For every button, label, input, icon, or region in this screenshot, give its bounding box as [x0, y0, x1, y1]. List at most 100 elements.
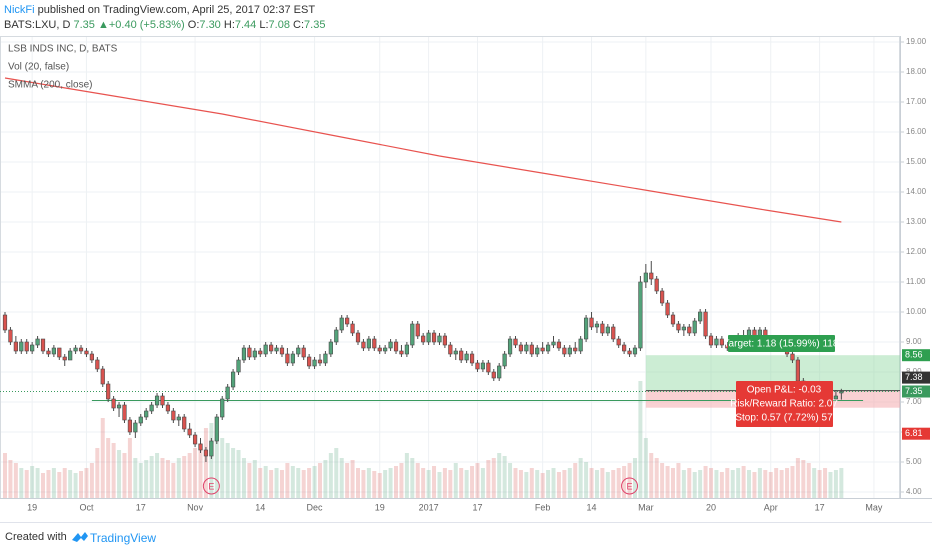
volume-bar [328, 453, 333, 498]
volume-bar [404, 453, 409, 498]
legend-entry: SMMA (200, close) [8, 80, 92, 91]
y-tick-label: 10.00 [906, 307, 927, 316]
volume-bar [475, 463, 480, 498]
volume-bar [258, 468, 263, 498]
volume-bar [681, 470, 686, 498]
volume-bar [589, 468, 594, 498]
candle-body [714, 338, 719, 346]
author[interactable]: NickFi [4, 4, 35, 16]
candle-body [643, 272, 648, 283]
volume-bar [453, 463, 458, 498]
candle-body [573, 347, 578, 352]
ohlc-key: O: [187, 19, 200, 31]
candle-body [475, 362, 480, 370]
candle-body [339, 317, 344, 331]
candle-body [171, 410, 176, 421]
candle-body [62, 356, 67, 361]
volume-bar [660, 463, 665, 498]
quote-line: BATS:LXU, D 7.35 ▲+0.40 (+5.83%) O:7.30 … [4, 18, 325, 33]
candle-body [507, 338, 513, 355]
brand[interactable]: TradingView [90, 531, 157, 545]
candle-body [535, 347, 540, 355]
volume-bar [622, 466, 627, 498]
volume-bar [611, 470, 616, 498]
stop-label: Risk/Reward Ratio: 2.07 [730, 399, 838, 410]
candle-body [51, 347, 56, 355]
symbol: BATS:LXU, D [4, 19, 71, 31]
created-with: Created with [5, 531, 67, 543]
volume-bar [747, 470, 752, 498]
volume-bar [486, 460, 491, 498]
earnings-label: E [208, 481, 214, 491]
stop-label: Stop: 0.57 (7.72%) 57 [735, 413, 833, 424]
candle-body [518, 344, 524, 352]
candle-body [410, 323, 415, 346]
volume-bar [480, 468, 485, 498]
volume-bar [198, 443, 203, 498]
legend-entry: Vol (20, false) [8, 62, 69, 73]
x-tick-label: Apr [764, 502, 778, 512]
candle-body [795, 359, 801, 382]
volume-bar [35, 468, 40, 498]
candle-body [350, 323, 355, 334]
volume-bar [171, 463, 176, 498]
volume-bar [562, 470, 567, 498]
candle-body [111, 398, 116, 409]
volume-bar [377, 473, 382, 498]
candle-body [681, 326, 686, 331]
volume-bar [649, 453, 654, 498]
candle-body [24, 341, 29, 352]
volume-bar [703, 466, 708, 498]
volume-bar [165, 460, 170, 498]
volume-bar [155, 453, 160, 498]
price-marker [902, 427, 930, 440]
earnings-marker [202, 477, 220, 495]
y-tick-label: 16.00 [906, 127, 927, 136]
candle-body [431, 332, 437, 343]
volume-bar [491, 458, 496, 498]
smma-line [4, 77, 842, 223]
candle-body [274, 347, 279, 352]
ohlc: O:7.30 H:7.44 L:7.08 C:7.35 [188, 19, 326, 31]
volume-bar [193, 448, 198, 498]
volume-bar [828, 472, 833, 498]
candle-body [578, 338, 583, 352]
volume-bar [356, 468, 361, 498]
volume-bar [833, 470, 838, 498]
candle-body [388, 341, 393, 349]
candle-body [670, 314, 676, 325]
candle-body [611, 326, 616, 340]
candle-body [361, 341, 366, 349]
candle-body [214, 416, 219, 442]
volume-bar [127, 438, 132, 498]
candle-body [165, 404, 171, 412]
volume-bar [296, 468, 301, 498]
stop-label: Open P&L: -0.03 [747, 385, 822, 396]
volume-bar [290, 466, 295, 498]
volume-bar [111, 443, 116, 498]
candle-body [317, 359, 323, 364]
price-marker-label: 8.56 [905, 350, 923, 360]
candle-body [453, 350, 458, 355]
candle-body [285, 353, 290, 364]
volume-bar [399, 463, 404, 498]
volume-bar [106, 438, 111, 498]
volume-bar [529, 468, 534, 498]
volume-bar [442, 468, 447, 498]
volume-bar [817, 470, 822, 498]
y-tick-label: 17.00 [906, 97, 927, 106]
candle-body [839, 391, 844, 394]
candle-body [46, 350, 51, 355]
candle-body [35, 338, 40, 346]
volume-bar [323, 460, 328, 498]
volume-bar [144, 460, 149, 498]
published: published on TradingView.com, April 25, … [34, 4, 316, 16]
ohlc-value: 7.35 [304, 19, 326, 31]
volume-bar [269, 470, 274, 498]
volume-bar [95, 448, 100, 498]
candle-body [649, 272, 654, 280]
volume-bar [719, 472, 724, 498]
y-tick-label: 7.00 [906, 397, 922, 406]
candle-body [100, 368, 105, 385]
